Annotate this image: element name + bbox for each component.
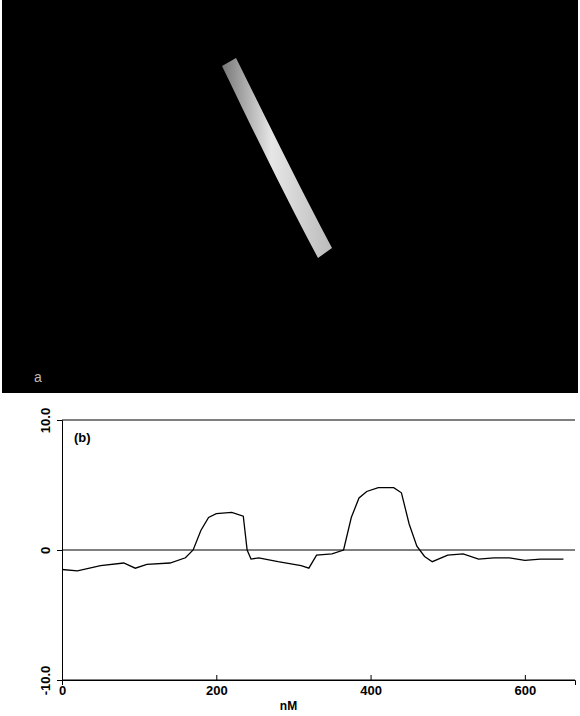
grid — [62, 420, 575, 680]
x-tick: 200 — [206, 675, 228, 698]
image-background — [2, 0, 578, 393]
x-tick-mark — [371, 675, 372, 680]
plot-area — [62, 488, 563, 571]
x-tick-label: 600 — [515, 683, 537, 698]
rod — [222, 58, 332, 258]
y-tick-mark — [57, 680, 62, 681]
x-tick: 400 — [360, 675, 382, 698]
y-tick: 10.0 — [38, 408, 62, 433]
panel-label: (b) — [74, 430, 91, 445]
y-tick-label: -10.0 — [38, 666, 53, 696]
y-tick-mark — [57, 420, 62, 421]
profile-chart: 0 200 400 600 -10.0 0 10.0 nM (b) — [38, 408, 576, 713]
y-tick-label: 0 — [38, 547, 53, 554]
profile-line — [62, 488, 563, 571]
x-axis-title: nM — [280, 699, 297, 713]
y-axis: -10.0 0 10.0 — [38, 408, 63, 695]
y-axis-line — [57, 421, 63, 681]
grid-line — [62, 550, 575, 551]
x-tick-label: 200 — [206, 683, 228, 698]
y-tick: -10.0 — [38, 666, 62, 696]
x-tick: 600 — [515, 675, 537, 698]
x-tick-label: 400 — [360, 683, 382, 698]
image-panel: a — [2, 0, 578, 393]
grid-line — [62, 420, 575, 421]
panel-label: a — [34, 369, 42, 385]
x-tick-mark — [216, 675, 217, 680]
x-axis: 0 200 400 600 — [59, 675, 576, 698]
x-axis-line — [63, 681, 576, 686]
y-tick-mark — [57, 550, 62, 551]
x-tick-mark — [525, 675, 526, 680]
y-tick-label: 10.0 — [38, 408, 53, 433]
x-tick-label: 0 — [59, 683, 66, 698]
y-tick: 0 — [38, 547, 62, 554]
figure: a 0 200 400 600 -10.0 0 10.0 nM (b) — [0, 0, 580, 716]
